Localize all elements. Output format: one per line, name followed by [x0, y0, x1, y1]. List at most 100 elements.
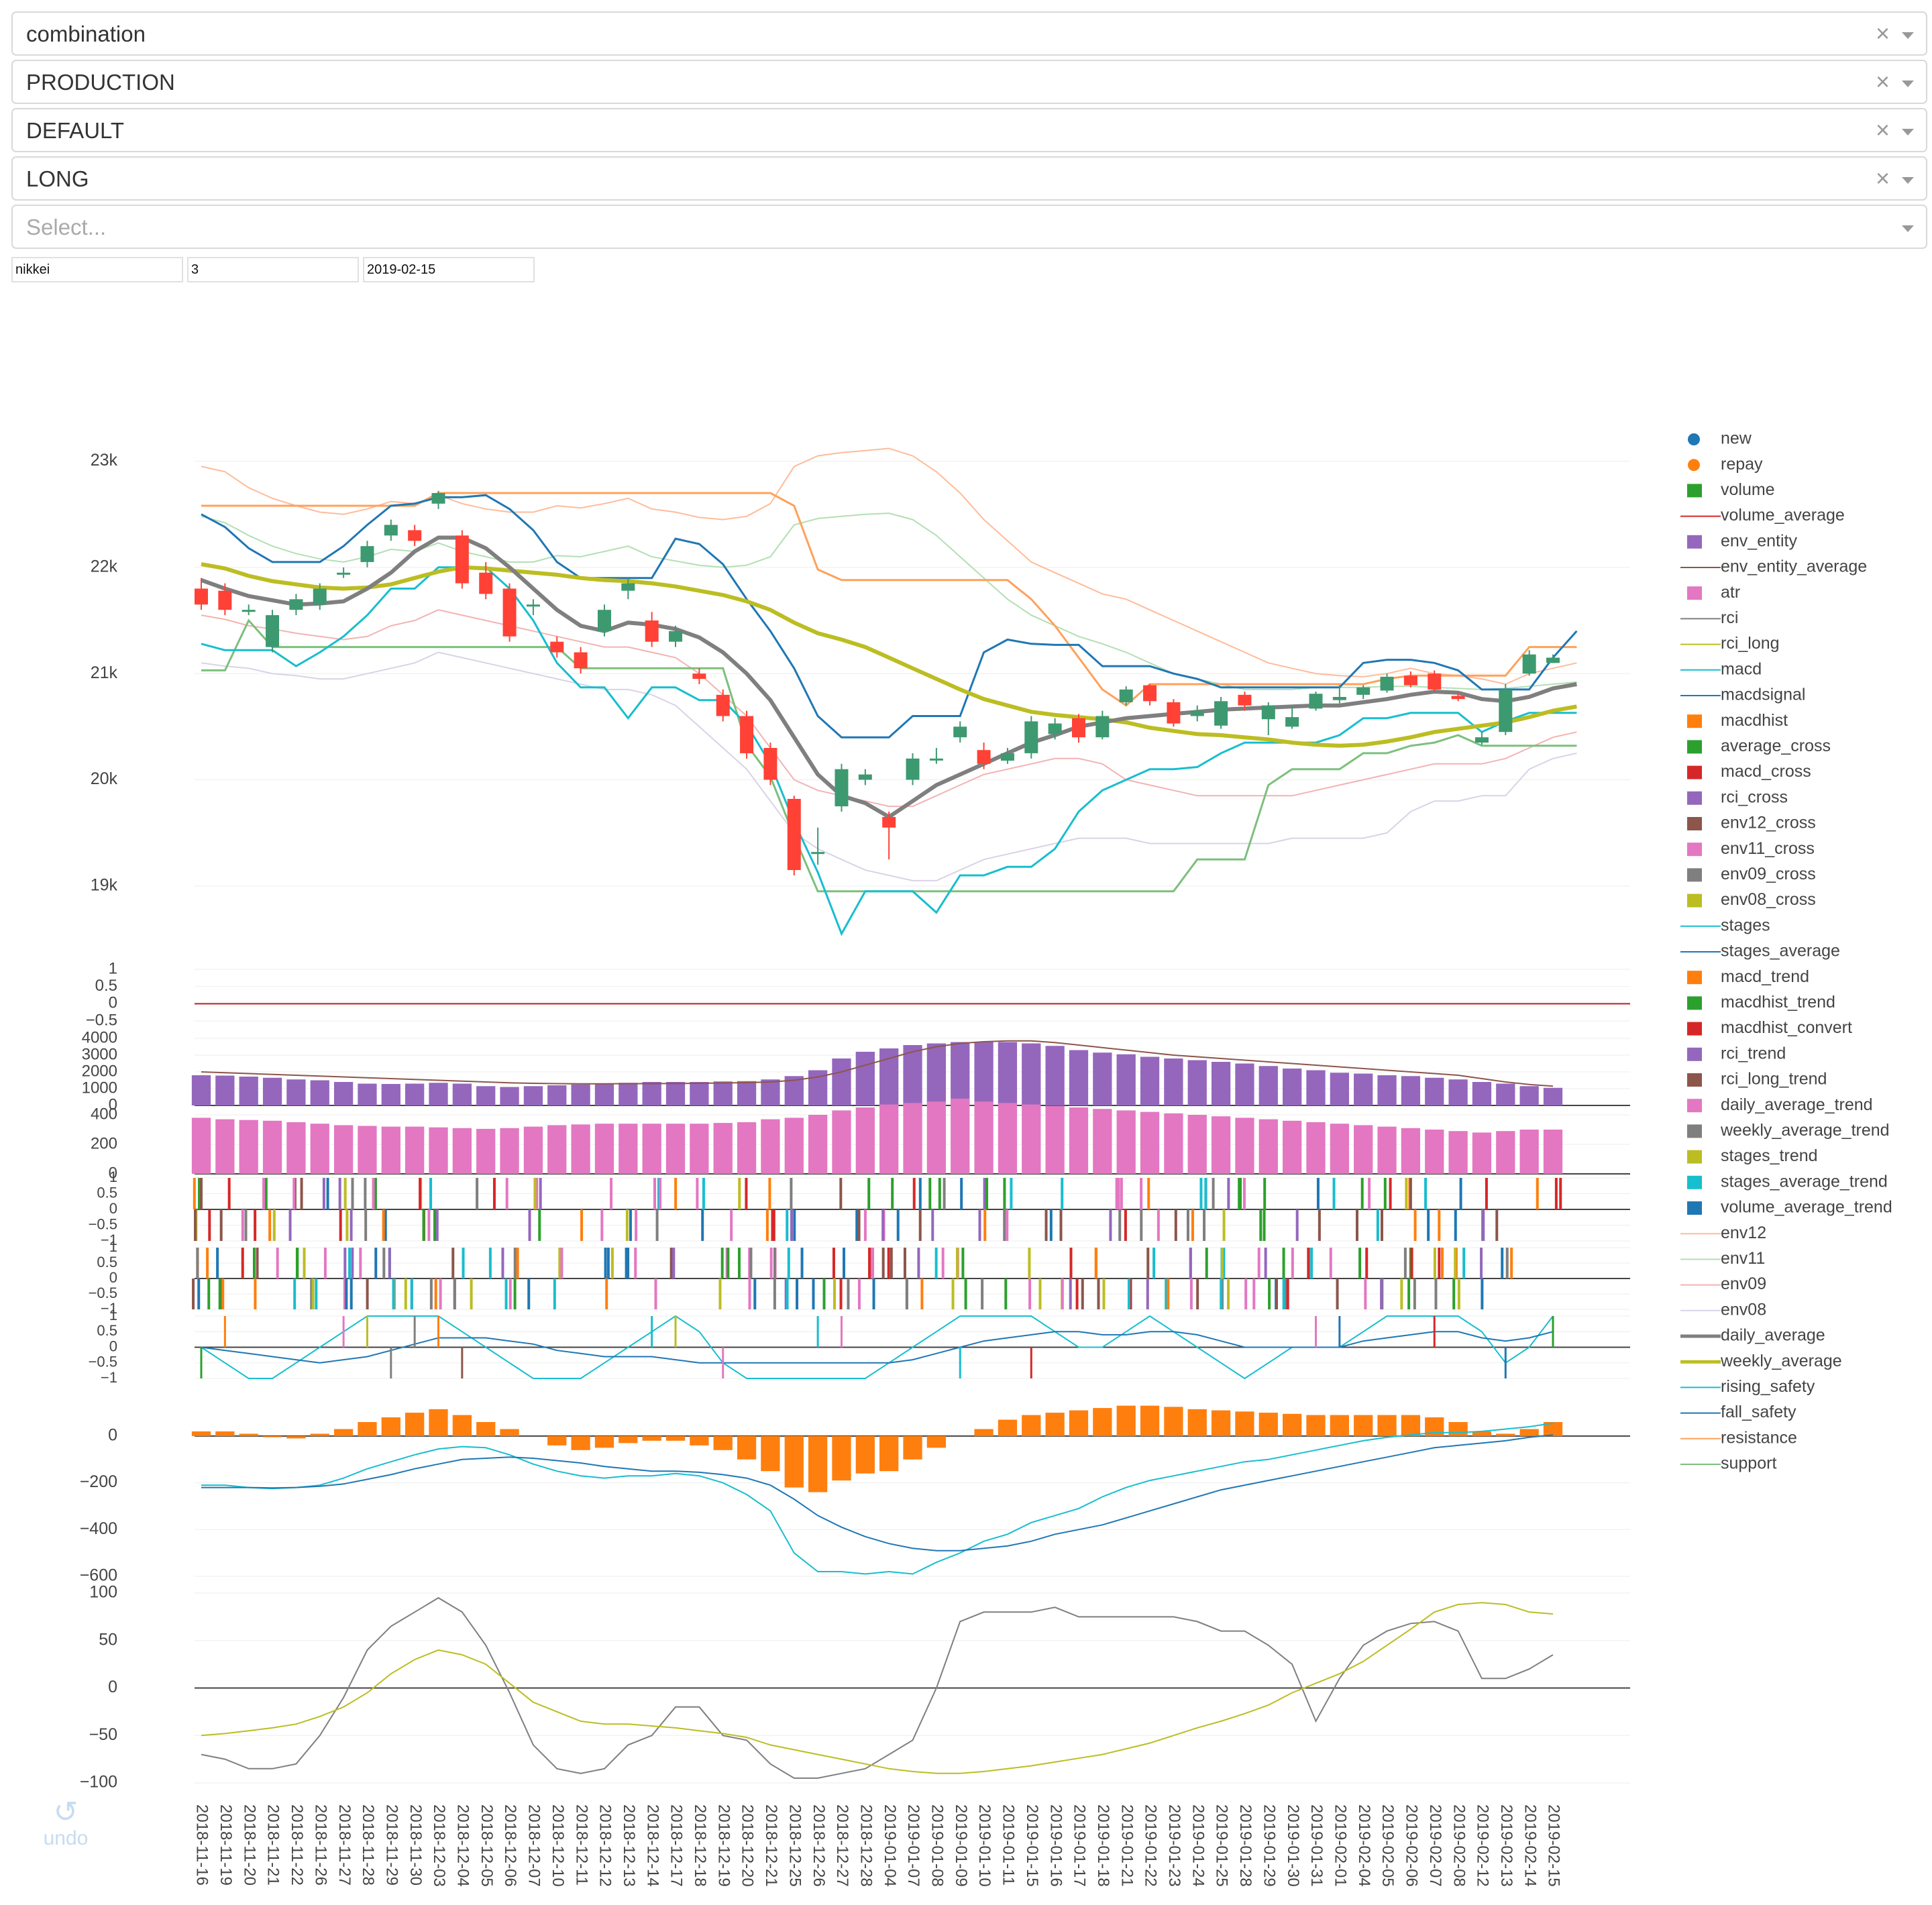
chevron-down-icon[interactable] [1902, 129, 1914, 135]
legend-marker [1687, 484, 1702, 498]
legend-item[interactable]: rci_long [1680, 634, 1780, 653]
chevron-down-icon[interactable] [1902, 225, 1914, 232]
legend-item[interactable]: volume [1687, 480, 1775, 499]
env-tick-label: 0 [109, 1095, 117, 1113]
env-entity-bar [1069, 1050, 1089, 1105]
legend-marker [1687, 1099, 1702, 1113]
legend-item[interactable]: env11 [1680, 1249, 1765, 1268]
legend-label: env_entity_average [1721, 557, 1867, 576]
chevron-down-icon[interactable] [1902, 32, 1914, 39]
legend-item[interactable]: macdhist [1687, 711, 1788, 730]
clear-icon[interactable]: × [1875, 116, 1890, 144]
env-entity-bar [1140, 1056, 1160, 1105]
legend-item[interactable]: stages [1680, 916, 1770, 934]
legend-item[interactable]: repay [1688, 455, 1763, 474]
legend-item[interactable]: rci [1680, 608, 1738, 627]
atr-bar [1283, 1120, 1302, 1174]
legend-item[interactable]: macd_cross [1687, 762, 1811, 781]
legend-item[interactable]: fall_safety [1680, 1403, 1796, 1421]
legend-label: env08_cross [1721, 890, 1816, 909]
legend-item[interactable]: env12 [1680, 1223, 1766, 1242]
atr-bar [1211, 1116, 1231, 1174]
legend-item[interactable]: resistance [1680, 1428, 1797, 1447]
candle-body [811, 852, 825, 855]
legend-item[interactable]: daily_average_trend [1687, 1095, 1873, 1114]
candle-body [289, 599, 303, 610]
atr-bar [500, 1128, 519, 1174]
legend-item[interactable]: env09_cross [1687, 865, 1816, 883]
date-tick-label: 2019-01-16 [1046, 1804, 1065, 1887]
candle-body [1024, 721, 1038, 753]
legend-item[interactable]: volume_average_trend [1687, 1198, 1892, 1217]
date-input[interactable] [363, 257, 535, 282]
macdhist-bar [1235, 1411, 1254, 1436]
macdhist-bar [1401, 1415, 1421, 1436]
setting-dropdown[interactable]: DEFAULT × [11, 108, 1927, 152]
env-entity-bar [903, 1045, 922, 1105]
env-entity-bar [405, 1083, 425, 1105]
macdhist-bar [239, 1433, 258, 1436]
legend-item[interactable]: rci_cross [1687, 787, 1788, 806]
rci-tick-label: −50 [89, 1725, 117, 1744]
legend-item[interactable]: env_entity [1687, 531, 1797, 550]
chevron-down-icon[interactable] [1902, 177, 1914, 184]
clear-icon[interactable]: × [1875, 68, 1890, 95]
legend-item[interactable]: volume_average [1680, 506, 1845, 525]
chevron-down-icon[interactable] [1902, 80, 1914, 87]
legend-item[interactable]: stages_average [1680, 942, 1840, 961]
candle-body [1285, 717, 1299, 727]
legend-item[interactable]: support [1680, 1454, 1776, 1473]
legend-marker [1687, 740, 1702, 754]
legend-item[interactable]: rising_safety [1680, 1377, 1815, 1396]
candle-body [1000, 753, 1014, 761]
clear-icon[interactable]: × [1875, 19, 1890, 47]
date-tick-label: 2019-02-04 [1355, 1804, 1373, 1887]
legend-item[interactable]: macdhist_convert [1687, 1018, 1852, 1037]
macdhist-bar [262, 1435, 282, 1437]
legend-item[interactable]: macdhist_trend [1687, 993, 1835, 1012]
extra-dropdown[interactable]: Select... [11, 205, 1927, 249]
legend-marker [1687, 1047, 1702, 1061]
legend-marker [1688, 433, 1700, 445]
legend-item[interactable]: macdsignal [1680, 686, 1805, 704]
legend-item[interactable]: daily_average [1680, 1326, 1825, 1345]
date-tick-label: 2019-02-12 [1474, 1804, 1492, 1887]
stages-tick-label: −0.5 [89, 1354, 117, 1370]
legend-item[interactable]: env11_cross [1687, 839, 1815, 858]
legend-item[interactable]: env08_cross [1687, 890, 1816, 909]
legend-item[interactable]: weekly_average_trend [1687, 1121, 1890, 1140]
candle-body [716, 694, 730, 716]
legend-item[interactable]: env_entity_average [1680, 557, 1867, 576]
legend-item[interactable]: average_cross [1687, 737, 1831, 755]
date-tick-label: 2018-12-21 [762, 1804, 780, 1887]
env-entity-bar [1116, 1054, 1136, 1105]
direction-dropdown[interactable]: LONG × [11, 156, 1927, 201]
env-tick-label: 2000 [82, 1062, 117, 1080]
clear-icon[interactable]: × [1875, 164, 1890, 192]
date-tick-label: 2018-12-17 [667, 1804, 686, 1887]
date-tick-label: 2019-02-06 [1403, 1804, 1421, 1887]
legend-item[interactable]: env12_cross [1687, 814, 1816, 832]
legend-item[interactable]: atr [1687, 583, 1740, 602]
legend-item[interactable]: weekly_average [1680, 1352, 1842, 1370]
legend-item[interactable]: stages_average_trend [1687, 1172, 1888, 1191]
legend-item[interactable]: macd [1680, 659, 1762, 678]
strategy-dropdown[interactable]: combination × [11, 11, 1927, 56]
legend-item[interactable]: rci_trend [1687, 1044, 1786, 1063]
legend-item[interactable]: rci_long_trend [1687, 1070, 1827, 1089]
macdhist-bar [405, 1413, 425, 1436]
legend-marker [1687, 714, 1702, 728]
legend-item[interactable]: stages_trend [1687, 1146, 1818, 1165]
count-input[interactable] [187, 257, 359, 282]
legend-item[interactable]: env08 [1680, 1300, 1766, 1319]
code-input[interactable] [11, 257, 183, 282]
undo-button[interactable]: ↺ undo [39, 1798, 93, 1850]
legend-item[interactable]: macd_trend [1687, 967, 1809, 986]
legend-item[interactable]: new [1688, 429, 1752, 448]
macdhist-bar [761, 1435, 780, 1472]
date-tick-label: 2018-11-20 [240, 1804, 258, 1886]
legend-item[interactable]: env09 [1680, 1274, 1766, 1293]
macdhist-bar [1448, 1422, 1468, 1436]
candle-body [218, 590, 232, 610]
mode-dropdown[interactable]: PRODUCTION × [11, 60, 1927, 104]
